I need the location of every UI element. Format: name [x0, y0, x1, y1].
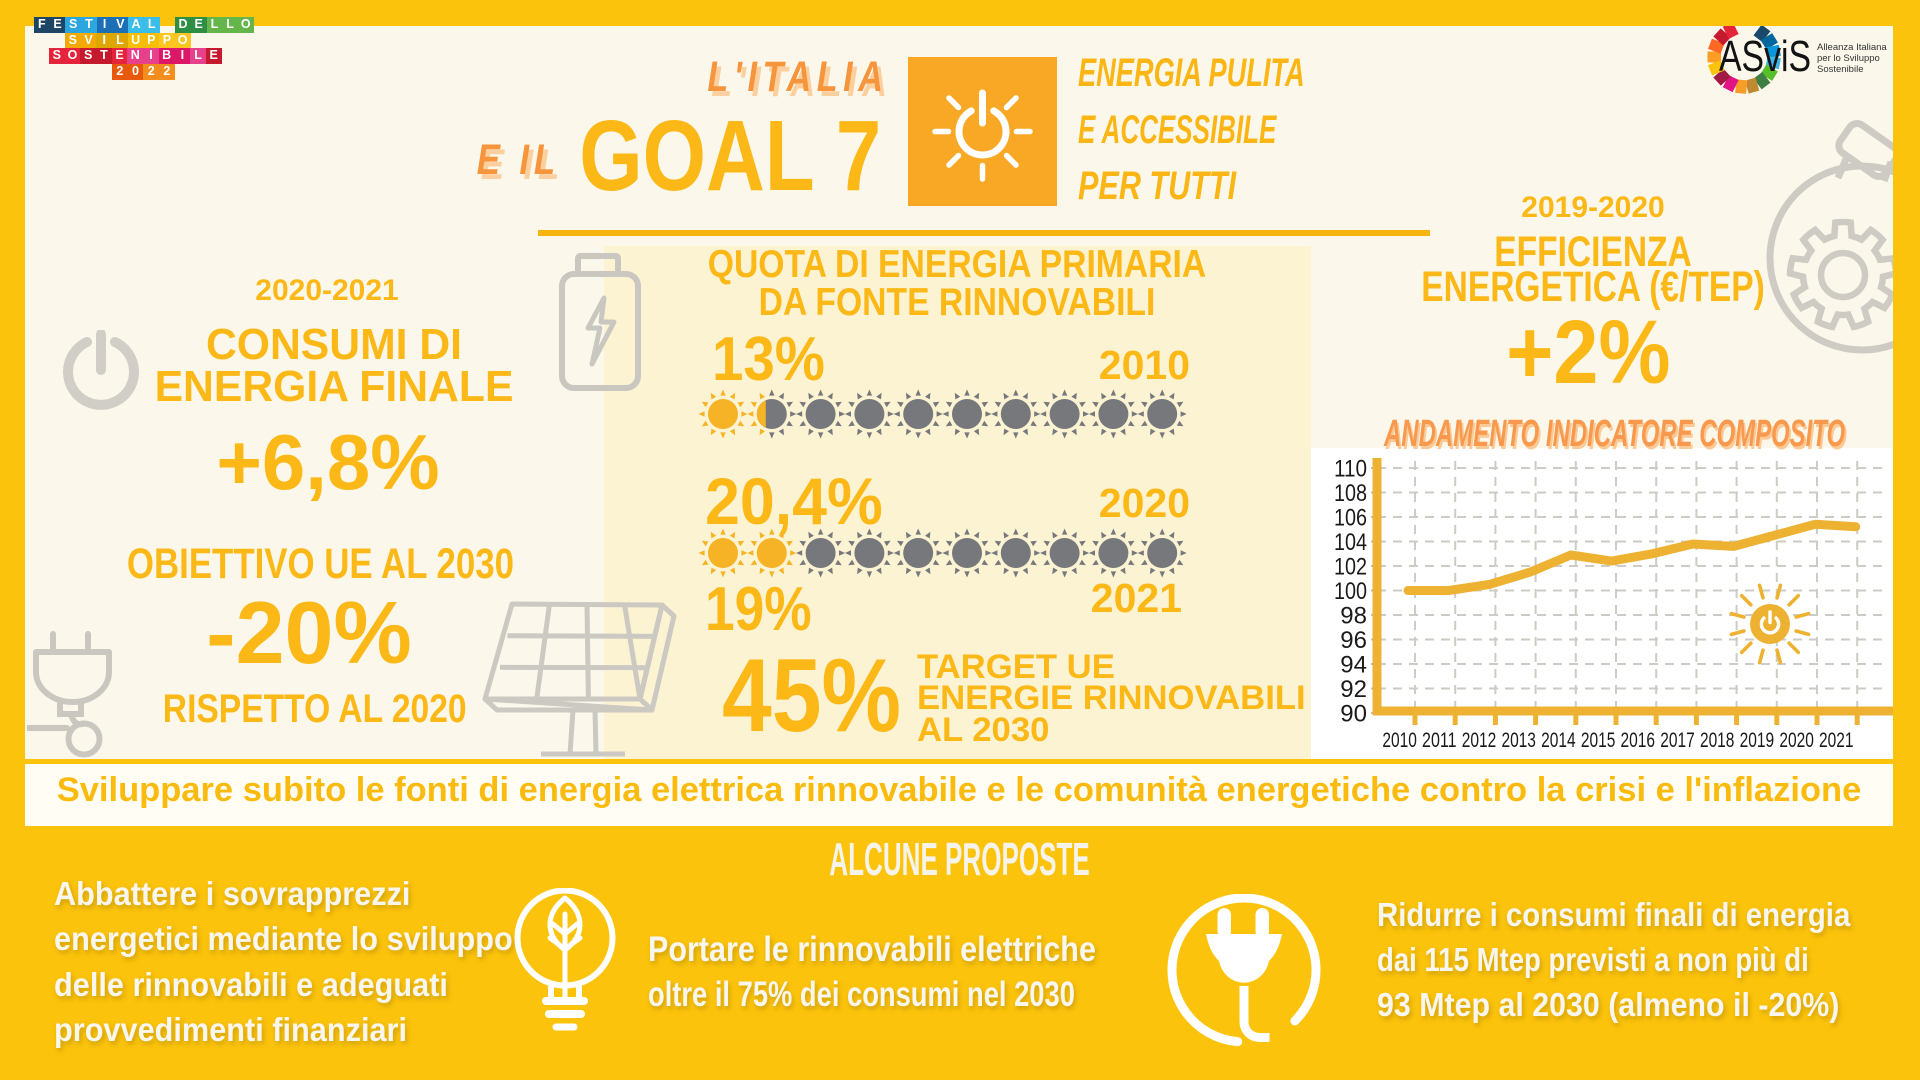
svg-text:2010: 2010	[1382, 728, 1417, 752]
svg-text:2018: 2018	[1700, 728, 1735, 752]
svg-text:98: 98	[1340, 603, 1367, 630]
svg-text:94: 94	[1340, 652, 1367, 679]
svg-text:ASviS: ASviS	[1719, 32, 1811, 81]
svg-text:2016: 2016	[1621, 728, 1656, 752]
svg-text:2021: 2021	[1819, 728, 1854, 752]
svg-text:2012: 2012	[1462, 728, 1497, 752]
svg-text:110: 110	[1334, 456, 1367, 483]
svg-text:104: 104	[1334, 529, 1367, 556]
svg-text:102: 102	[1334, 554, 1367, 581]
svg-text:90: 90	[1340, 701, 1367, 728]
svg-text:2020: 2020	[1779, 728, 1814, 752]
svg-text:Alleanza Italiana: Alleanza Italiana	[1817, 42, 1887, 53]
svg-text:96: 96	[1340, 627, 1367, 654]
svg-text:2013: 2013	[1501, 728, 1536, 752]
svg-text:100: 100	[1334, 578, 1367, 605]
svg-text:Sostenibile: Sostenibile	[1817, 64, 1863, 75]
svg-text:108: 108	[1334, 480, 1367, 507]
svg-text:2015: 2015	[1581, 728, 1616, 752]
svg-text:106: 106	[1334, 505, 1367, 532]
svg-text:2014: 2014	[1541, 728, 1576, 752]
svg-text:2011: 2011	[1422, 728, 1457, 752]
svg-text:92: 92	[1340, 676, 1367, 703]
svg-text:2017: 2017	[1660, 728, 1695, 752]
svg-text:per lo Sviluppo: per lo Sviluppo	[1817, 53, 1880, 64]
svg-text:2019: 2019	[1740, 728, 1775, 752]
